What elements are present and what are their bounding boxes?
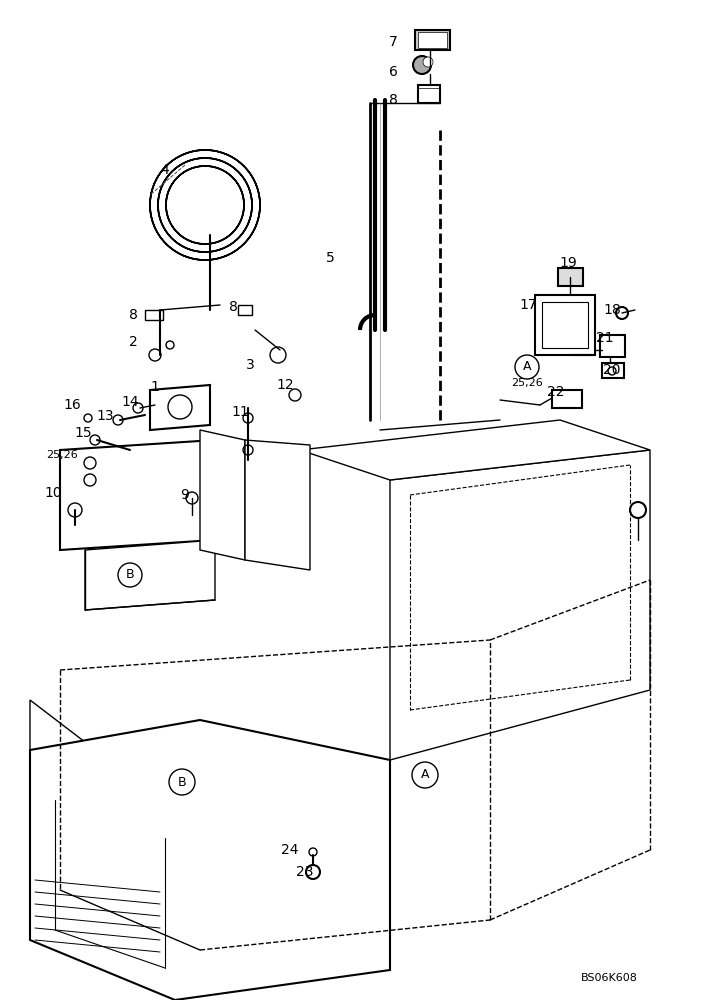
Text: 11: 11 [231, 405, 249, 419]
Bar [238, 305, 252, 315]
Text: 14: 14 [121, 395, 139, 409]
Bar [552, 390, 582, 408]
Text: 20: 20 [603, 363, 621, 377]
Text: 10: 10 [44, 486, 62, 500]
Polygon shape [60, 440, 215, 550]
Text: A: A [421, 768, 429, 782]
Text: 15: 15 [74, 426, 92, 440]
Text: 13: 13 [96, 409, 114, 423]
Bar [418, 85, 440, 103]
Text: 9: 9 [180, 488, 189, 502]
Text: 8: 8 [389, 93, 398, 107]
Text: 7: 7 [389, 35, 397, 49]
Text: 12: 12 [276, 378, 294, 392]
Text: 8: 8 [129, 308, 137, 322]
Text: B: B [177, 776, 187, 788]
Text: 4: 4 [161, 163, 170, 177]
Polygon shape [30, 720, 390, 1000]
Polygon shape [390, 450, 650, 760]
Text: 22: 22 [547, 385, 565, 399]
Text: 24: 24 [282, 843, 298, 857]
Text: 3: 3 [246, 358, 254, 372]
Polygon shape [30, 700, 200, 950]
Text: 18: 18 [603, 303, 621, 317]
Text: 8: 8 [229, 300, 237, 314]
Bar [542, 302, 588, 348]
Text: 2: 2 [129, 335, 137, 349]
Polygon shape [150, 385, 210, 430]
Bar [418, 32, 447, 48]
Polygon shape [300, 420, 650, 480]
Polygon shape [245, 440, 310, 570]
Circle shape [423, 57, 433, 67]
Bar [602, 363, 624, 378]
Bar [535, 295, 595, 355]
Text: 1: 1 [151, 380, 159, 394]
Text: 25,26: 25,26 [46, 450, 78, 460]
Text: 16: 16 [63, 398, 81, 412]
Text: 21: 21 [596, 331, 614, 345]
Polygon shape [200, 430, 245, 560]
Polygon shape [85, 540, 215, 610]
Text: 17: 17 [519, 298, 537, 312]
Text: B: B [126, 568, 134, 582]
Text: BS06K608: BS06K608 [581, 973, 638, 983]
Circle shape [413, 56, 431, 74]
Text: 5: 5 [326, 251, 334, 265]
Text: 25,26: 25,26 [511, 378, 543, 388]
Text: 6: 6 [389, 65, 398, 79]
Text: A: A [523, 360, 532, 373]
Bar [558, 268, 583, 286]
Text: 23: 23 [296, 865, 314, 879]
Bar [600, 335, 625, 357]
Bar [415, 30, 450, 50]
Bar [145, 310, 163, 320]
Text: 19: 19 [559, 256, 577, 270]
